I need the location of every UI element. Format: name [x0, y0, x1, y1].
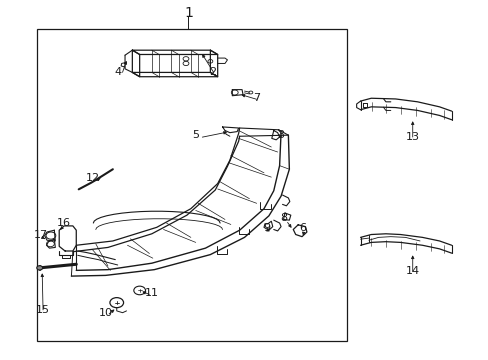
Text: 4: 4: [114, 67, 121, 77]
Circle shape: [37, 266, 42, 270]
Text: 2: 2: [209, 67, 216, 77]
Text: 8: 8: [279, 213, 286, 222]
Text: 3: 3: [277, 130, 284, 140]
Text: 12: 12: [86, 173, 100, 183]
Text: 16: 16: [57, 218, 71, 228]
Text: 10: 10: [98, 308, 112, 318]
Text: 13: 13: [405, 132, 419, 142]
Text: 6: 6: [299, 224, 306, 233]
Text: 17: 17: [34, 230, 48, 239]
Bar: [37, 30, 346, 341]
Text: 7: 7: [253, 93, 260, 103]
Text: 14: 14: [405, 266, 419, 276]
Text: 15: 15: [36, 305, 50, 315]
Text: 11: 11: [144, 288, 159, 298]
Text: 5: 5: [192, 130, 199, 140]
Text: 9: 9: [263, 224, 269, 233]
Text: 1: 1: [183, 6, 192, 20]
